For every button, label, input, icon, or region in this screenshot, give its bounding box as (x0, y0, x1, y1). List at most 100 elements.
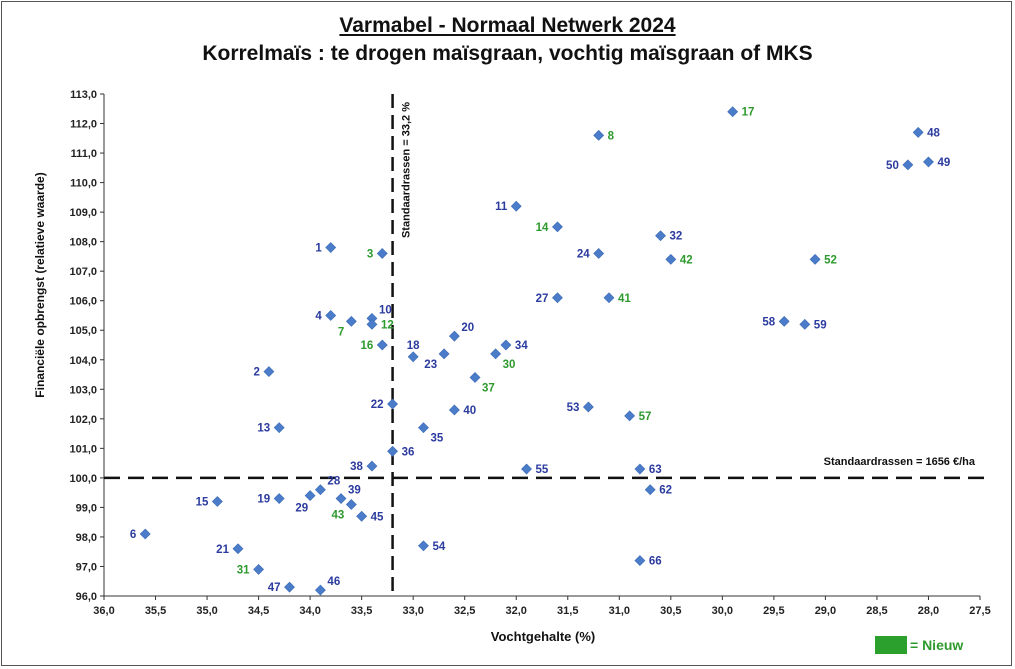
point-marker (552, 221, 563, 233)
point-label: 48 (927, 127, 940, 139)
point-label: 27 (536, 293, 549, 305)
point-label: 23 (424, 359, 437, 371)
point-label: 46 (327, 576, 340, 588)
y-tick-label: 98,0 (76, 532, 97, 544)
point-marker (407, 351, 419, 363)
x-tick-label: 28,5 (866, 605, 887, 617)
point-marker (418, 540, 429, 552)
point-marker (603, 292, 615, 304)
point-marker (366, 318, 378, 330)
point-marker (232, 543, 244, 555)
y-tick-label: 100,0 (69, 473, 97, 485)
x-tick-label: 27,5 (969, 605, 990, 617)
point-marker (593, 248, 605, 259)
point-label: 28 (327, 476, 340, 488)
y-tick-label: 97,0 (76, 561, 97, 573)
point-marker (376, 248, 388, 259)
y-tick-label: 102,0 (69, 414, 97, 426)
point-marker (438, 348, 450, 360)
point-label: 55 (536, 464, 549, 476)
point-marker (552, 292, 563, 304)
point-label: 3 (367, 248, 373, 260)
point-marker (325, 310, 337, 321)
point-marker (912, 126, 924, 138)
chart-subtitle: Korrelmaïs : te drogen maïsgraan, vochti… (202, 42, 813, 65)
point-label: 37 (482, 382, 495, 394)
point-label: 63 (649, 464, 662, 476)
legend: = Nieuw (875, 636, 963, 654)
x-tick-label: 32,0 (506, 605, 527, 617)
point-marker (284, 581, 295, 593)
y-tick-label: 113,0 (70, 89, 97, 101)
x-tick-label: 30,0 (712, 605, 733, 617)
point-label: 39 (348, 485, 361, 497)
point-label: 52 (824, 254, 837, 266)
point-label: 15 (196, 497, 209, 509)
point-marker (366, 460, 378, 472)
point-label: 42 (680, 254, 693, 266)
x-tick-label: 35,0 (196, 605, 217, 617)
point-marker (263, 366, 275, 378)
y-tick-label: 96,0 (76, 591, 97, 603)
point-marker (799, 318, 811, 330)
x-tick-label: 31,5 (557, 605, 578, 617)
point-label: 66 (649, 556, 662, 568)
point-label: 38 (350, 461, 363, 473)
point-marker (634, 555, 646, 566)
x-tick-label: 34,5 (248, 605, 269, 617)
point-marker (902, 159, 914, 171)
point-label: 10 (379, 304, 392, 316)
point-label: 50 (886, 160, 899, 172)
point-label: 24 (577, 248, 590, 260)
x-tick-label: 33,0 (402, 605, 423, 617)
point-label: 40 (463, 405, 476, 417)
point-label: 7 (338, 326, 344, 338)
y-tick-label: 103,0 (69, 384, 97, 396)
x-tick-label: 30,5 (660, 605, 681, 617)
point-label: 59 (814, 319, 827, 331)
x-tick-label: 29,5 (763, 605, 784, 617)
point-label: 45 (371, 511, 384, 523)
x-tick-label: 28,0 (918, 605, 939, 617)
point-label: 58 (762, 316, 775, 328)
point-label: 19 (257, 494, 270, 506)
point-marker (314, 484, 326, 496)
point-marker (923, 156, 934, 168)
y-axis-label: Financiële opbrengst (relatieve waarde) (33, 172, 47, 397)
point-label: 32 (670, 231, 683, 243)
point-label: 30 (503, 359, 516, 371)
y-tick-label: 105,0 (69, 325, 97, 337)
y-tick-label: 109,0 (69, 207, 97, 219)
point-label: 36 (402, 446, 415, 458)
point-marker (469, 372, 481, 383)
point-label: 47 (268, 582, 281, 594)
point-label: 41 (618, 293, 631, 305)
point-marker (521, 463, 532, 475)
point-marker (335, 493, 347, 504)
point-label: 54 (432, 541, 445, 553)
point-marker (665, 253, 677, 265)
point-label: 43 (332, 509, 345, 521)
point-label: 1 (315, 243, 322, 255)
point-label: 29 (295, 503, 308, 515)
y-tick-label: 101,0 (69, 443, 97, 455)
point-label: 49 (937, 157, 950, 169)
point-marker (253, 563, 265, 575)
point-marker (500, 339, 512, 351)
point-label: 53 (567, 402, 580, 414)
point-marker (418, 422, 429, 434)
point-label: 22 (371, 399, 384, 411)
x-tick-label: 31,0 (609, 605, 630, 617)
x-tick-label: 33,5 (351, 605, 372, 617)
point-label: 34 (515, 340, 528, 352)
y-tick-label: 108,0 (69, 237, 97, 249)
y-tick-label: 106,0 (69, 296, 97, 308)
reference-label-horizontal: Standaardrassen = 1656 €/ha (824, 456, 976, 468)
point-marker (624, 410, 636, 422)
x-tick-label: 34,0 (299, 605, 320, 617)
point-marker (448, 404, 460, 416)
point-marker (356, 510, 368, 522)
point-label: 16 (360, 340, 373, 352)
point-marker (273, 422, 285, 434)
